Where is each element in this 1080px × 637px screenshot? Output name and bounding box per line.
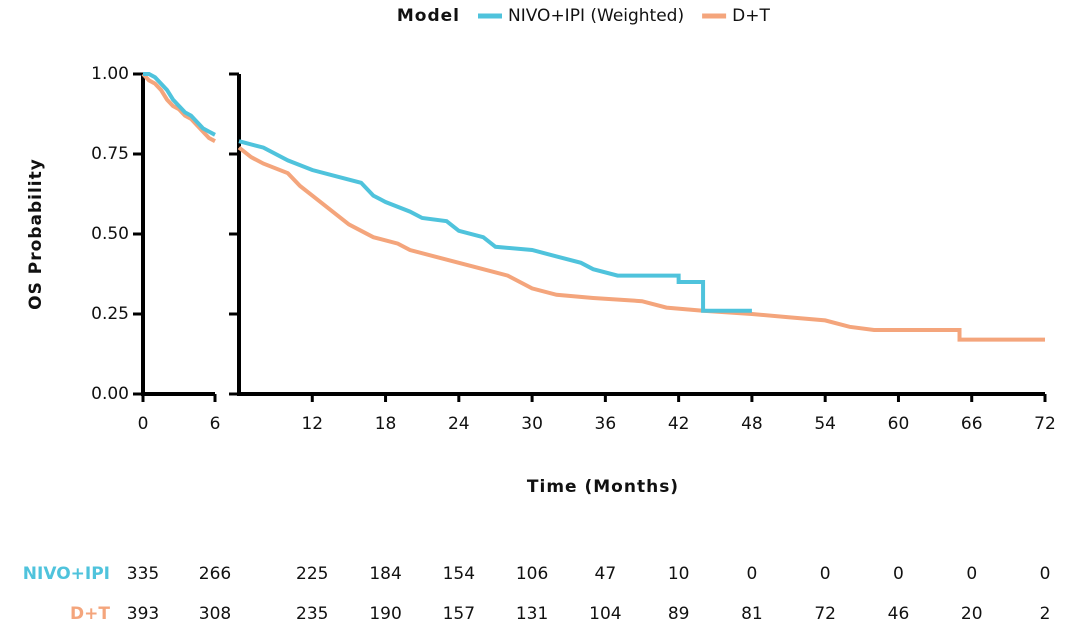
x-tick-label: 60 (888, 414, 910, 434)
x-tick-label: 6 (210, 414, 221, 434)
x-tick-label: 18 (375, 414, 397, 434)
x-tick-label: 72 (1034, 414, 1056, 434)
risk-count: 184 (369, 564, 401, 584)
survival-curve (238, 139, 752, 313)
x-tick-label: 0 (138, 414, 149, 434)
risk-count: 190 (369, 604, 401, 624)
x-tick-label: 42 (668, 414, 690, 434)
x-tick-label: 12 (301, 414, 323, 434)
risk-count: 20 (961, 604, 983, 624)
survival-curve (143, 72, 216, 137)
y-tick-label: 0.25 (91, 304, 129, 324)
risk-count: 154 (443, 564, 475, 584)
risk-count: 0 (746, 564, 757, 584)
risk-count: 0 (893, 564, 904, 584)
x-tick-label: 48 (741, 414, 763, 434)
y-tick-label: 0.75 (91, 144, 129, 164)
y-tick-label: 0.00 (91, 384, 129, 404)
risk-count: 89 (668, 604, 690, 624)
risk-count: 46 (888, 604, 910, 624)
survival-curve (237, 146, 1045, 342)
x-tick-label: 66 (961, 414, 983, 434)
legend-label: NIVO+IPI (Weighted) (508, 6, 684, 26)
risk-count: 72 (814, 604, 836, 624)
risk-count: 393 (127, 604, 159, 624)
risk-count: 308 (199, 604, 231, 624)
y-tick-label: 1.00 (91, 64, 129, 84)
y-tick-label: 0.50 (91, 224, 129, 244)
risk-count: 266 (199, 564, 231, 584)
risk-count: 157 (443, 604, 475, 624)
risk-count: 235 (296, 604, 328, 624)
risk-count: 2 (1040, 604, 1051, 624)
risk-count: 10 (668, 564, 690, 584)
risk-count: 0 (820, 564, 831, 584)
risk-row-label: D+T (70, 604, 110, 624)
risk-count: 0 (1040, 564, 1051, 584)
risk-count: 81 (741, 604, 763, 624)
x-tick-label: 54 (814, 414, 836, 434)
risk-count: 131 (516, 604, 548, 624)
risk-count: 104 (589, 604, 621, 624)
legend-title: Model (397, 6, 460, 26)
x-tick-label: 36 (595, 414, 617, 434)
risk-count: 225 (296, 564, 328, 584)
x-tick-label: 30 (521, 414, 543, 434)
risk-count: 0 (966, 564, 977, 584)
x-tick-label: 24 (448, 414, 470, 434)
risk-count: 47 (595, 564, 617, 584)
risk-row-label: NIVO+IPI (23, 564, 110, 584)
x-axis-label: Time (Months) (527, 477, 679, 497)
risk-count: 106 (516, 564, 548, 584)
risk-count: 335 (127, 564, 159, 584)
legend-label: D+T (732, 6, 770, 26)
survival-curve (141, 72, 216, 143)
y-axis-label: OS Probability (26, 158, 46, 310)
